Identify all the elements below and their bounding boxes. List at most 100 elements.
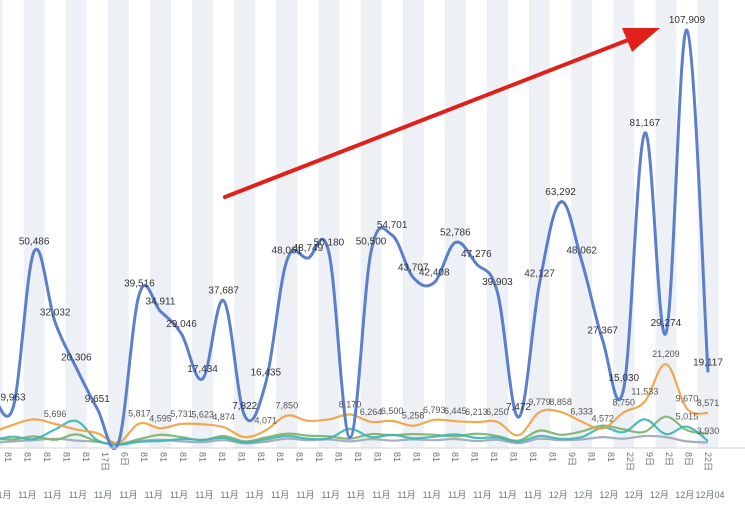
x-tick-label: 81 [489,452,499,462]
x-date-label: 12月 [650,490,669,500]
x-date-label: 11月 [69,490,87,500]
data-label: 7,472 [506,402,531,413]
x-tick-label: 81 [3,452,13,462]
x-tick-label: 81 [295,452,305,462]
x-tick-label: 81 [61,452,71,462]
grid-band [360,0,382,448]
data-label: 50,500 [356,236,387,247]
data-label: 6,264 [360,407,383,417]
data-label: 9,963 [1,393,26,404]
grid-band [276,0,298,448]
x-tick-label: 22日 [703,452,713,471]
grid-band [571,0,593,448]
x-date-label: 11月 [18,490,36,500]
data-label: 19,117 [693,357,723,368]
x-date-label: 11月 [246,490,264,500]
x-tick-label: 2日 [664,452,674,466]
data-label: 11,533 [631,387,658,397]
series-line-main [0,28,710,451]
x-tick-label: 17日 [100,452,110,471]
x-tick-label: 9日 [567,452,577,466]
x-date-label: 11月 [448,490,466,500]
x-date-label: 12月 [675,490,694,500]
data-label: 5,731 [170,409,193,419]
data-label: 8,170 [339,400,362,410]
grid-band [192,0,214,448]
data-label: 5,623 [191,409,214,419]
data-label: 7,822 [232,401,257,412]
data-label: 63,292 [545,187,576,198]
data-label: 29,046 [166,319,197,330]
arrow-head [622,28,660,52]
x-date-label: 12月 [574,490,593,500]
x-date-label: 01月 [0,490,12,500]
data-label: 48,062 [566,246,597,257]
x-date-label: 11月 [499,490,517,500]
x-tick-label: 81 [470,452,480,462]
x-date-label: 11月 [372,490,390,500]
x-date-label: 11月 [473,490,491,500]
x-date-label: 11月 [296,490,314,500]
x-axis: 81 81 81 81 81 17日 6日 81 81 81 81 81 81 81 81 81 81 81 81 8… [0,447,745,500]
data-label: 9,651 [85,394,110,405]
x-tick-label: 81 [314,452,324,462]
data-label: 42,408 [419,268,450,279]
data-label: 3,930 [697,426,720,436]
x-date-label: 12月 [549,490,568,500]
grid-band [655,0,677,448]
data-label: 8,858 [549,397,572,407]
data-label: 5,015 [676,412,699,422]
data-label: 43,707 [398,263,429,274]
data-label: 34,911 [146,296,176,307]
series-line-teal [0,418,709,446]
data-label: 6,213 [465,407,488,417]
x-date-label: 11月 [423,490,441,500]
x-tick-label: 81 [81,452,91,462]
grid-band [697,0,719,448]
x-tick-label: 81 [197,452,207,462]
x-tick-label: 81 [178,452,188,462]
series-lines [0,28,710,451]
x-date-label: 11月 [195,490,213,500]
data-label: 5,258 [402,411,425,421]
series-line-orange [0,363,709,444]
data-label: 50,486 [19,236,50,247]
x-date-label: 11月 [220,490,238,500]
grid-band [486,0,508,448]
data-label: 4,572 [591,413,614,423]
x-tick-label: 81 [42,452,52,462]
data-label: 6,333 [570,407,593,417]
data-label: 16,435 [250,368,281,379]
x-tick-label: 81 [334,452,344,462]
data-label: 8,750 [612,397,635,407]
x-tick-label: 81 [586,452,596,462]
x-tick-label: 81 [411,452,421,462]
x-tick-label: 81 [353,452,363,462]
x-date-label: 11月 [145,490,163,500]
x-tick-label: 81 [139,452,149,462]
data-label: 39,516 [124,279,155,290]
x-date-label: 11月 [43,490,61,500]
data-label: 7,850 [276,401,299,411]
grid-band [444,0,466,448]
data-label: 4,874 [212,412,235,422]
x-date-label: 11月 [119,490,137,500]
data-label: 50,180 [314,238,345,249]
data-label: 42,127 [524,269,555,280]
data-label: 37,687 [208,286,239,297]
data-label: 48,749 [293,243,324,254]
x-date-label: 11月 [271,490,289,500]
data-label: 39,903 [482,277,513,288]
data-label: 5,817 [128,409,151,419]
grid-band [402,0,424,448]
grid-band [65,0,87,448]
background-bands [0,0,719,448]
x-date-label: 12月04 [695,490,724,500]
x-date-label: 12月 [599,490,618,500]
data-label: 81,167 [630,118,661,129]
data-label: 29,274 [651,318,682,329]
data-label: 107,909 [669,15,706,26]
data-label: 20,306 [61,353,92,364]
x-tick-label: 81 [392,452,402,462]
